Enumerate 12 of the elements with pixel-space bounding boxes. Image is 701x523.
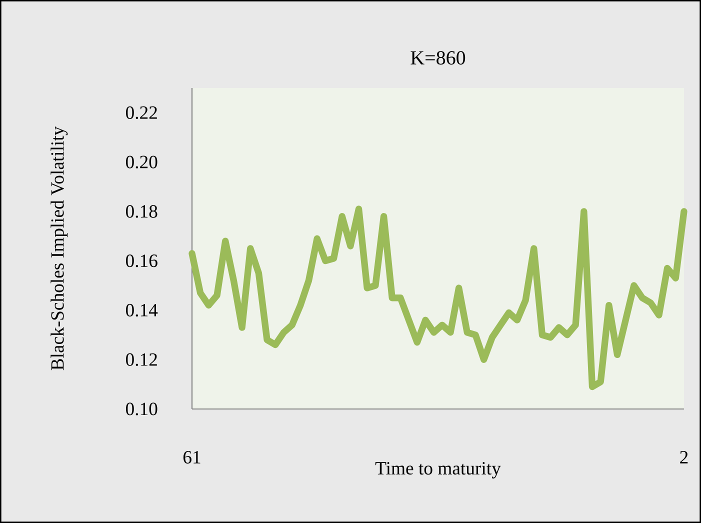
y-tick-label: 0.14 <box>126 304 158 317</box>
y-axis-title: Black-Scholes Implied Volatility <box>50 126 68 370</box>
y-tick-label: 0.12 <box>126 353 157 366</box>
chart-title: K=860 <box>410 51 466 65</box>
x-tick-label: 2 <box>680 451 688 464</box>
y-tick-label: 0.16 <box>126 254 158 268</box>
y-tick-label: 0.20 <box>126 156 158 168</box>
y-tick-label: 0.18 <box>126 205 158 218</box>
y-tick-label: 0.10 <box>126 402 158 416</box>
y-tick-label: 0.22 <box>126 106 157 120</box>
x-tick-label: 61 <box>183 451 200 464</box>
x-axis-title: Time to maturity <box>375 462 501 478</box>
